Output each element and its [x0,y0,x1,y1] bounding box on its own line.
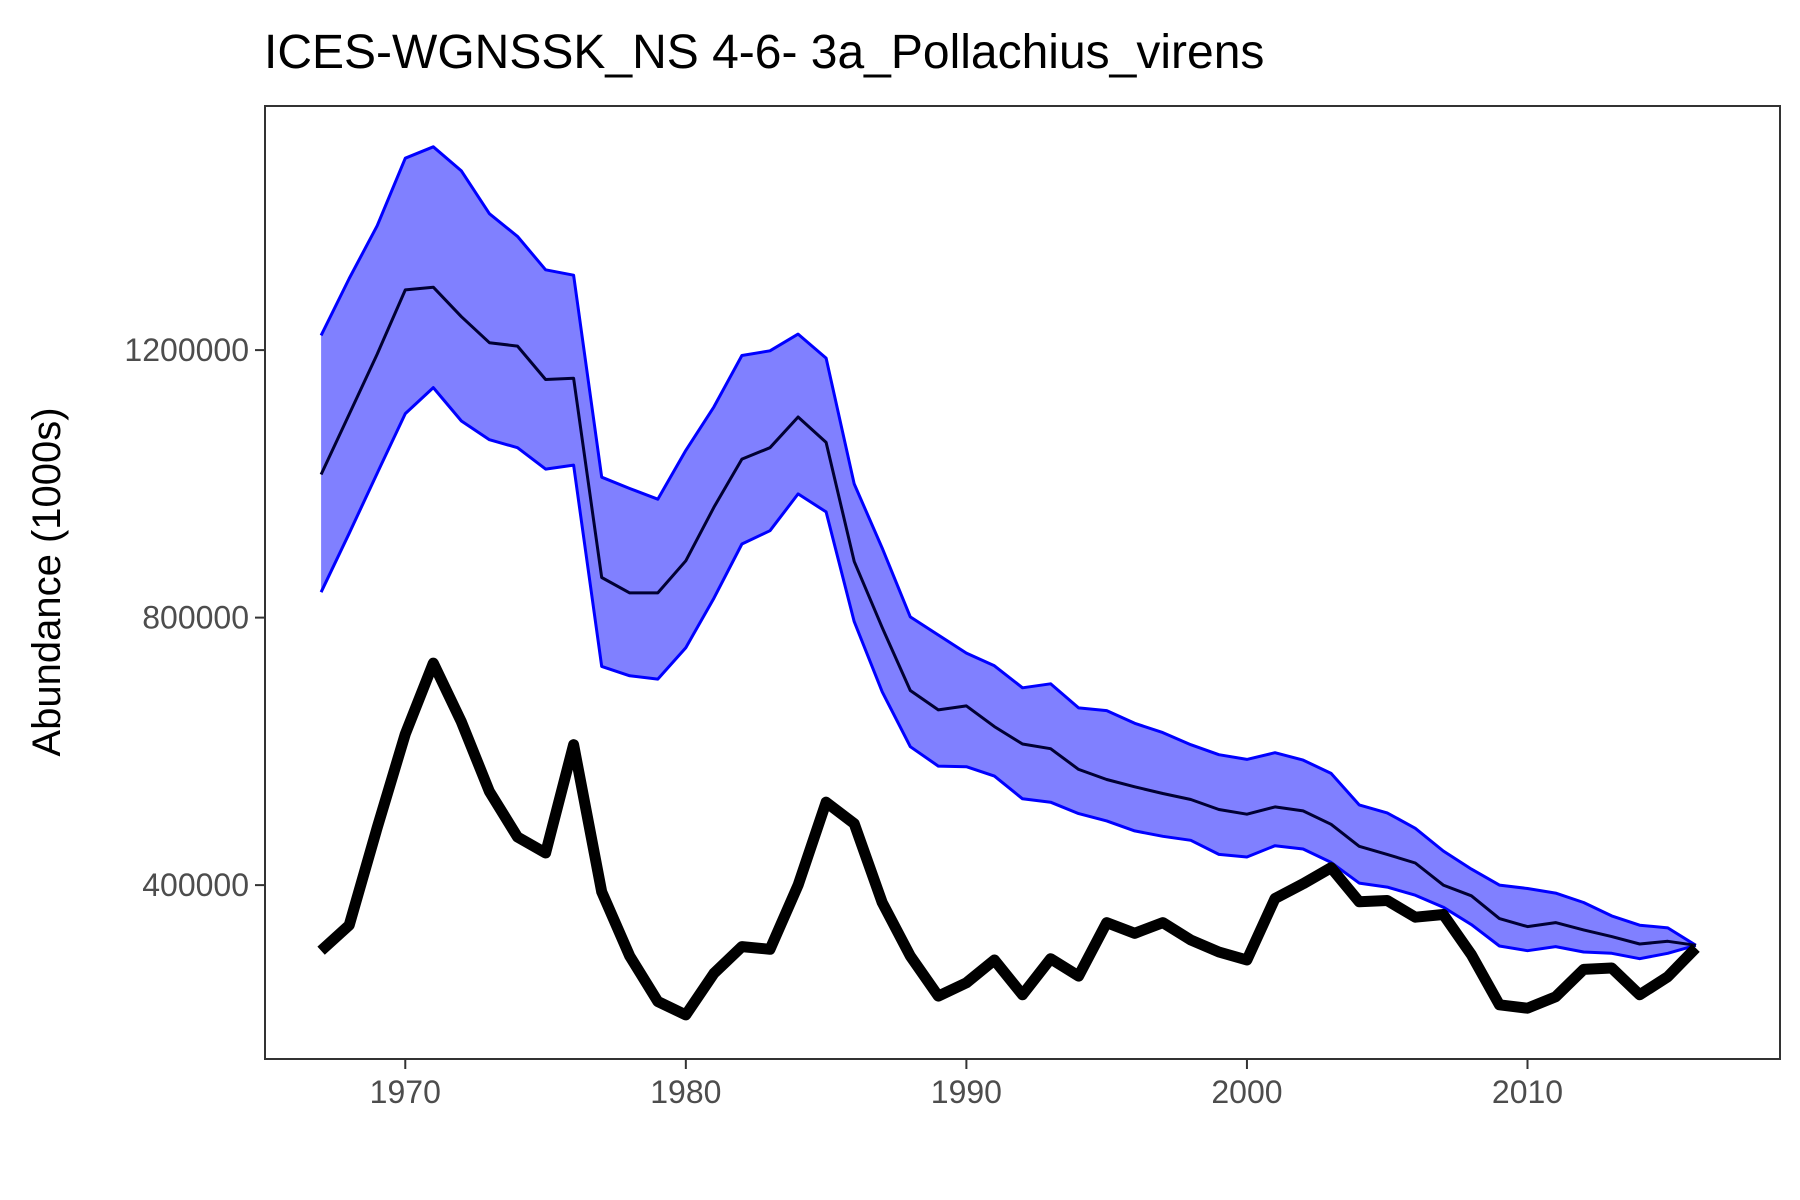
y-axis: 400000 800000 1200000 [124,332,265,903]
band-lower-line [319,386,1697,961]
series-lines [317,285,1700,1021]
x-tick-label: 1990 [931,1074,1002,1110]
observed-line [317,657,1700,1021]
estimate-line [319,285,1697,947]
x-tick-label: 2010 [1492,1074,1563,1110]
x-axis: 1970 1980 1990 2000 2010 [370,1059,1563,1110]
chart-title: ICES-WGNSSK_NS 4-6- 3a_Pollachius_virens [264,26,1264,79]
band-upper-line [319,145,1697,947]
y-tick-label: 400000 [142,867,249,903]
y-tick-label: 800000 [142,600,249,636]
x-tick-label: 2000 [1211,1074,1282,1110]
confidence-band [319,145,1697,961]
x-tick-label: 1970 [370,1074,441,1110]
y-axis-label: Abundance (1000s) [25,407,69,756]
y-tick-label: 1200000 [124,332,249,368]
band-fill [321,146,1696,959]
x-tick-label: 1980 [650,1074,721,1110]
